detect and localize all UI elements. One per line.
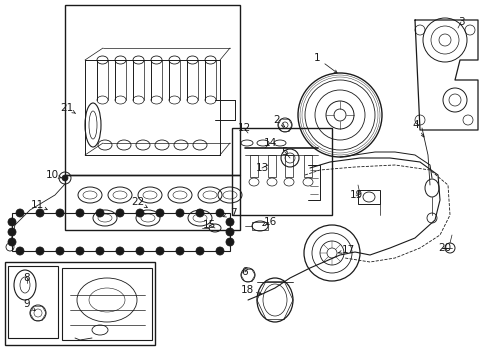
Ellipse shape — [225, 228, 234, 236]
Bar — [12, 213, 229, 251]
Text: 1: 1 — [313, 53, 320, 63]
Text: 4: 4 — [412, 120, 418, 130]
Bar — [5, 262, 155, 345]
Text: 20: 20 — [438, 243, 450, 253]
Text: 9: 9 — [23, 299, 30, 309]
Bar — [249, 155, 258, 177]
Text: 11: 11 — [30, 200, 43, 210]
Text: 12: 12 — [237, 123, 250, 133]
Text: 8: 8 — [23, 273, 30, 283]
Ellipse shape — [76, 209, 84, 217]
Ellipse shape — [56, 209, 64, 217]
Bar — [8, 266, 58, 338]
Ellipse shape — [225, 238, 234, 246]
Text: 18: 18 — [240, 285, 253, 295]
Text: 6: 6 — [241, 267, 248, 277]
Text: 5: 5 — [281, 147, 288, 157]
Ellipse shape — [76, 247, 84, 255]
Ellipse shape — [116, 247, 124, 255]
Ellipse shape — [196, 209, 203, 217]
Text: 13: 13 — [255, 163, 268, 173]
Text: 10: 10 — [45, 170, 59, 180]
Bar — [267, 155, 275, 177]
Bar — [304, 155, 311, 177]
Text: 16: 16 — [263, 217, 276, 227]
Text: 2: 2 — [273, 115, 280, 125]
Bar — [285, 155, 292, 177]
Text: 14: 14 — [263, 138, 276, 148]
Ellipse shape — [216, 209, 224, 217]
Text: 15: 15 — [202, 220, 215, 230]
Bar — [62, 268, 152, 340]
Ellipse shape — [225, 218, 234, 226]
Ellipse shape — [8, 228, 16, 236]
Text: 19: 19 — [348, 190, 362, 200]
Text: 7: 7 — [229, 208, 236, 218]
Ellipse shape — [216, 247, 224, 255]
Text: 21: 21 — [60, 103, 74, 113]
Ellipse shape — [62, 175, 68, 181]
Text: 3: 3 — [457, 17, 464, 27]
Ellipse shape — [16, 209, 24, 217]
Ellipse shape — [116, 209, 124, 217]
Ellipse shape — [136, 209, 143, 217]
Bar — [65, 175, 240, 230]
Ellipse shape — [156, 209, 163, 217]
Ellipse shape — [36, 247, 44, 255]
Ellipse shape — [176, 209, 183, 217]
Text: 17: 17 — [341, 245, 354, 255]
Ellipse shape — [96, 209, 104, 217]
Ellipse shape — [8, 218, 16, 226]
Bar — [65, 5, 240, 175]
Bar — [251, 222, 267, 230]
Ellipse shape — [176, 247, 183, 255]
Ellipse shape — [96, 247, 104, 255]
Ellipse shape — [156, 247, 163, 255]
Text: 22: 22 — [131, 197, 144, 207]
Ellipse shape — [8, 238, 16, 246]
Ellipse shape — [196, 247, 203, 255]
Ellipse shape — [16, 247, 24, 255]
Ellipse shape — [36, 209, 44, 217]
Bar — [357, 190, 379, 204]
Ellipse shape — [136, 247, 143, 255]
Bar — [231, 128, 331, 215]
Ellipse shape — [56, 247, 64, 255]
